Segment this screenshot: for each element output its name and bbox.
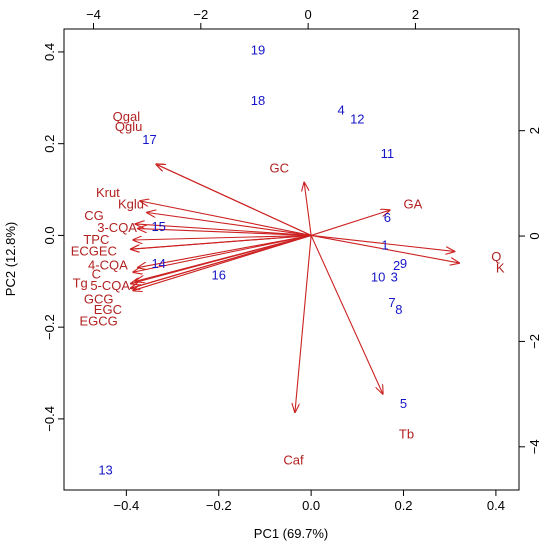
observation-label-6: 6 xyxy=(384,210,391,225)
observation-label-4: 4 xyxy=(338,102,345,117)
loading-label-EGCG: EGCG xyxy=(79,313,117,328)
top-tick-label: −4 xyxy=(86,7,101,22)
left-tick-label: −0.2 xyxy=(42,314,57,340)
y-axis-title: PC2 (12.8%) xyxy=(3,222,18,296)
loading-label-Q: Q xyxy=(491,249,501,264)
x-axis-title: PC1 (69.7%) xyxy=(254,526,328,541)
left-tick-label: 0.4 xyxy=(42,43,57,61)
loading-label-C: C xyxy=(92,266,101,281)
observation-label-9: 9 xyxy=(400,256,407,271)
loading-arrow-C xyxy=(133,234,312,272)
observation-label-13: 13 xyxy=(98,462,112,477)
observation-label-5: 5 xyxy=(400,396,407,411)
loading-label-GC: GC xyxy=(270,161,290,176)
loading-arrow-3-CQA xyxy=(138,229,312,236)
right-axis: −4 −2 0 2 xyxy=(519,127,542,454)
bottom-tick-label: −0.4 xyxy=(114,498,140,513)
bottom-axis: −0.4 −0.2 0.0 0.2 0.4 xyxy=(114,490,505,513)
loading-arrow-Q xyxy=(311,234,454,251)
right-tick-label: 2 xyxy=(527,127,542,134)
right-tick-label: −2 xyxy=(527,334,542,349)
loading-label-Tb: Tb xyxy=(399,427,414,442)
loading-label-Kglu: Kglu xyxy=(118,196,144,211)
bottom-tick-label: −0.2 xyxy=(206,498,232,513)
loading-label-CG: CG xyxy=(84,208,104,223)
top-tick-label: 2 xyxy=(412,7,419,22)
loading-arrow-CG xyxy=(136,224,312,236)
loading-label-Qgal: Qgal xyxy=(113,109,141,124)
loading-label-ECG: ECG xyxy=(71,244,99,259)
loading-arrow-4-CQA xyxy=(138,234,312,267)
loading-arrow-Caf xyxy=(295,235,312,412)
observation-label-16: 16 xyxy=(212,267,226,282)
loading-arrow-5-CQA xyxy=(136,234,312,281)
observation-label-17: 17 xyxy=(142,132,156,147)
loading-arrow-K xyxy=(311,234,459,263)
loading-label-EC: EC xyxy=(99,244,117,259)
observation-label-2: 2 xyxy=(393,258,400,273)
top-tick-label: 0 xyxy=(305,7,312,22)
loading-arrow-Tb xyxy=(310,235,383,393)
loading-label-EGC: EGC xyxy=(94,302,122,317)
loading-label-4-CQA: 4-CQA xyxy=(88,257,128,272)
loading-label-Krut: Krut xyxy=(96,185,120,200)
right-tick-label: −4 xyxy=(527,439,542,454)
top-tick-label: −2 xyxy=(193,7,208,22)
observation-labels: 19 18 4 12 11 17 6 1 15 14 16 2 9 10 3 7 8 5 13 xyxy=(98,43,407,478)
loading-arrow-EGCG xyxy=(131,234,312,288)
left-tick-label: −0.4 xyxy=(42,406,57,432)
loading-arrow-Qglu xyxy=(156,164,312,236)
observation-label-18: 18 xyxy=(251,93,265,108)
observation-label-19: 19 xyxy=(251,43,265,58)
right-tick-label: 0 xyxy=(527,232,542,239)
loading-arrow-EC xyxy=(131,234,312,249)
observation-label-1: 1 xyxy=(381,238,388,253)
loading-label-GA: GA xyxy=(404,196,423,211)
observation-label-15: 15 xyxy=(151,219,165,234)
loading-label-TPC: TPC xyxy=(83,232,109,247)
observation-label-8: 8 xyxy=(395,302,402,317)
top-axis: −4 −2 0 2 xyxy=(86,7,419,29)
observation-label-14: 14 xyxy=(151,256,165,271)
loading-arrow-Kglu xyxy=(147,212,312,236)
left-axis: −0.4 −0.2 0.0 0.2 0.4 xyxy=(42,43,64,432)
bottom-tick-label: 0.4 xyxy=(487,498,505,513)
observation-label-3: 3 xyxy=(391,270,398,285)
left-tick-label: 0.0 xyxy=(42,226,57,244)
loading-label-3-CQA: 3-CQA xyxy=(97,220,137,235)
loading-label-Caf: Caf xyxy=(283,452,304,467)
observation-label-11: 11 xyxy=(381,146,395,161)
bottom-tick-label: 0.0 xyxy=(302,498,320,513)
loading-label-5-CQA: 5-CQA xyxy=(90,278,130,293)
loading-label-GCG: GCG xyxy=(84,292,114,307)
plot-frame xyxy=(63,28,520,491)
observation-label-7: 7 xyxy=(388,295,395,310)
bottom-tick-label: 0.2 xyxy=(394,498,412,513)
loading-label-Tg: Tg xyxy=(73,276,88,291)
loading-label-K: K xyxy=(496,261,505,276)
loading-label-Qglu: Qglu xyxy=(115,119,142,134)
loading-arrow-TPC xyxy=(133,234,312,240)
loading-arrow-GA xyxy=(310,210,390,236)
loading-arrow-GC xyxy=(304,183,312,236)
left-tick-label: 0.2 xyxy=(42,135,57,153)
loading-arrow-Krut xyxy=(140,201,312,236)
observation-label-10: 10 xyxy=(371,270,385,285)
loading-arrows xyxy=(131,164,459,412)
observation-label-12: 12 xyxy=(350,111,364,126)
